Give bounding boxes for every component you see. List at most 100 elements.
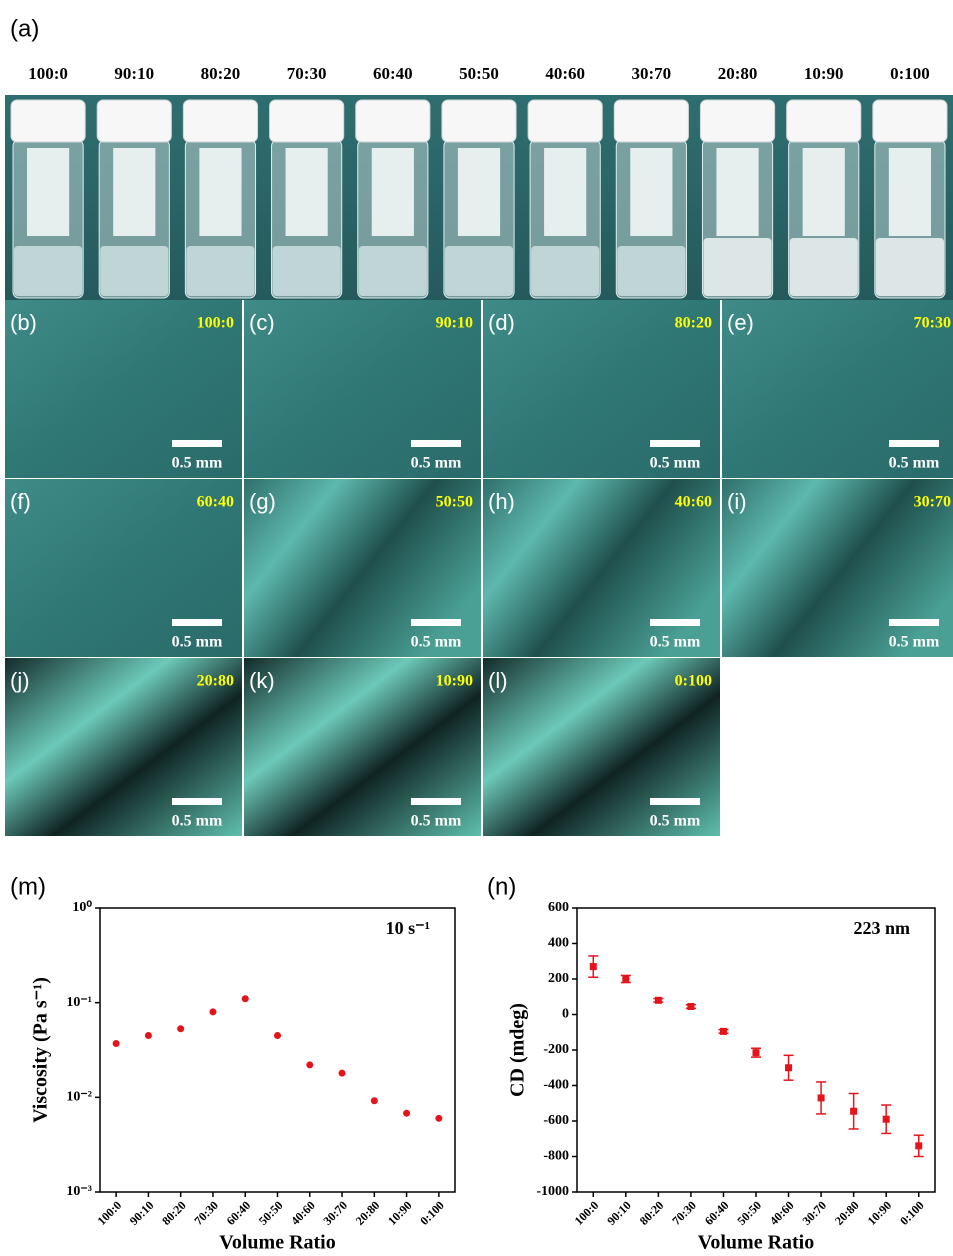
- vial-label: [372, 148, 414, 236]
- y-tick-label: -800: [543, 1149, 569, 1164]
- annotation: 223 nm: [853, 918, 910, 938]
- data-point: [403, 1110, 410, 1117]
- scale-label: 0.5 mm: [411, 634, 462, 651]
- annotation: 10 s⁻¹: [386, 918, 430, 938]
- vial-cap: [873, 100, 947, 142]
- vial-cap: [356, 100, 430, 142]
- vial-label: [716, 148, 758, 236]
- data-point: [915, 1142, 922, 1149]
- x-tick-label: 90:10: [127, 1198, 157, 1228]
- panel-label: (g): [249, 489, 276, 514]
- y-tick-label: -600: [543, 1113, 569, 1128]
- x-tick-label: 40:60: [288, 1198, 318, 1228]
- panel-label: (k): [249, 668, 275, 693]
- data-point: [622, 976, 629, 983]
- data-point: [435, 1115, 442, 1122]
- scale-bar: [411, 440, 461, 447]
- panel-label: (e): [727, 310, 754, 335]
- ratio-label: 60:40: [197, 494, 234, 511]
- vial-label: [199, 148, 241, 236]
- panel-label: (j): [10, 668, 30, 693]
- data-point: [209, 1008, 216, 1015]
- ratio-label: 30:70: [632, 64, 672, 83]
- x-tick-label: 60:40: [224, 1198, 254, 1228]
- vial-liquid: [617, 246, 685, 296]
- panel-label: (b): [10, 310, 37, 335]
- data-point: [274, 1032, 281, 1039]
- scale-bar: [889, 619, 939, 626]
- x-axis-label: Volume Ratio: [219, 1232, 335, 1254]
- x-tick-label: 70:30: [191, 1198, 221, 1228]
- ratio-label: 40:60: [545, 64, 585, 83]
- scale-label: 0.5 mm: [889, 634, 940, 651]
- vial-liquid: [100, 246, 168, 296]
- scale-bar: [650, 619, 700, 626]
- x-tick-label: 70:30: [669, 1198, 699, 1228]
- data-point: [720, 1028, 727, 1035]
- x-tick-label: 10:90: [385, 1198, 415, 1228]
- panel-label: (l): [488, 668, 508, 693]
- ratio-label: 80:20: [675, 315, 712, 332]
- y-tick-label: 10⁻²: [66, 1090, 92, 1105]
- y-tick-label: 10⁻¹: [66, 995, 92, 1010]
- data-point: [145, 1032, 152, 1039]
- x-tick-label: 80:20: [159, 1198, 189, 1228]
- ratio-label: 70:30: [914, 315, 951, 332]
- data-point: [818, 1094, 825, 1101]
- x-tick-label: 20:80: [832, 1198, 862, 1228]
- vial-liquid: [876, 238, 944, 296]
- vial-cap: [11, 100, 85, 142]
- ratio-label: 30:70: [914, 494, 951, 511]
- panel-label: (c): [249, 310, 275, 335]
- panel-label: (h): [488, 489, 515, 514]
- ratio-label: 40:60: [675, 494, 712, 511]
- data-point: [687, 1003, 694, 1010]
- data-point: [753, 1049, 760, 1056]
- x-tick-label: 100:0: [572, 1198, 602, 1228]
- x-tick-label: 0:100: [417, 1198, 447, 1228]
- x-tick-label: 100:0: [95, 1198, 125, 1228]
- panel-label: (a): [10, 15, 39, 42]
- scale-bar: [650, 440, 700, 447]
- ratio-label: 20:80: [197, 673, 234, 690]
- x-tick-label: 30:70: [799, 1198, 829, 1228]
- ratio-label: 100:0: [197, 315, 234, 332]
- vial-cap: [614, 100, 688, 142]
- ratio-label: 100:0: [28, 64, 68, 83]
- scale-bar: [889, 440, 939, 447]
- panel-label: (d): [488, 310, 515, 335]
- x-tick-label: 40:60: [767, 1198, 797, 1228]
- scale-label: 0.5 mm: [411, 455, 462, 472]
- data-point: [590, 963, 597, 970]
- data-point: [339, 1070, 346, 1077]
- data-point: [655, 997, 662, 1004]
- ratio-label: 90:10: [114, 64, 154, 83]
- vial-label: [27, 148, 69, 236]
- y-tick-label: -400: [543, 1078, 569, 1093]
- x-tick-label: 50:50: [734, 1198, 764, 1228]
- scale-bar: [411, 619, 461, 626]
- x-axis-label: Volume Ratio: [698, 1232, 814, 1254]
- scale-label: 0.5 mm: [411, 813, 462, 830]
- scale-bar: [411, 798, 461, 805]
- panel-label: (m): [10, 873, 46, 900]
- y-tick-label: 10⁻³: [66, 1184, 92, 1199]
- panel-label: (i): [727, 489, 747, 514]
- panel-label: (f): [10, 489, 31, 514]
- x-tick-label: 90:10: [604, 1198, 634, 1228]
- ratio-label: 20:80: [718, 64, 758, 83]
- vial-liquid: [359, 246, 427, 296]
- vial-liquid: [14, 246, 82, 296]
- x-tick-label: 20:80: [353, 1198, 383, 1228]
- data-point: [371, 1097, 378, 1104]
- data-point: [785, 1064, 792, 1071]
- vial-cap: [528, 100, 602, 142]
- vial-label: [889, 148, 931, 236]
- ratio-label: 50:50: [436, 494, 473, 511]
- plot-frame: [100, 908, 455, 1192]
- ratio-label: 10:90: [436, 673, 473, 690]
- y-axis-label: Viscosity (Pa s⁻¹): [30, 977, 52, 1123]
- data-point: [883, 1116, 890, 1123]
- vial-cap: [183, 100, 257, 142]
